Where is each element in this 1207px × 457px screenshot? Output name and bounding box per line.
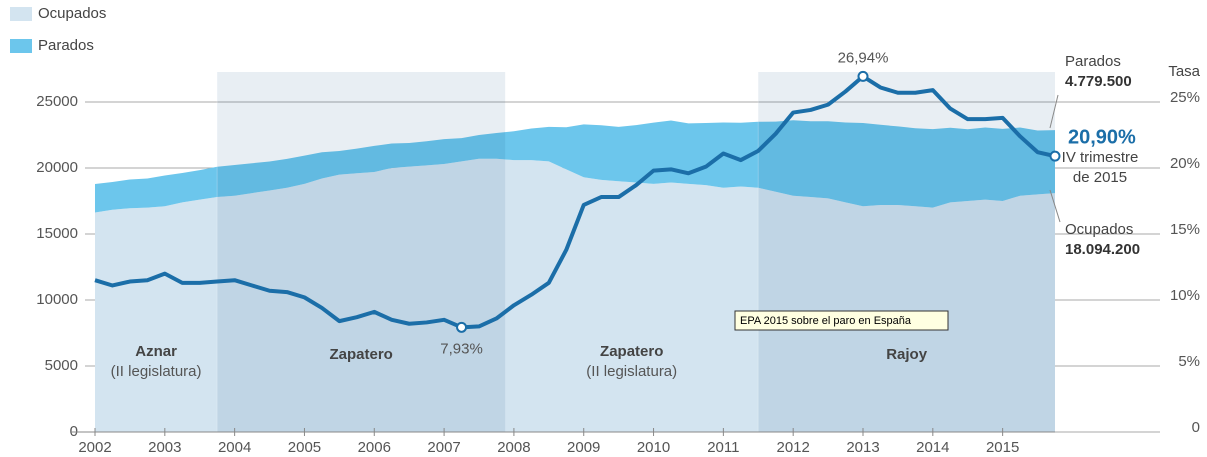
x-tick-label: 2010 (637, 439, 670, 456)
period-name: Rajoy (886, 346, 928, 363)
x-tick-label: 2012 (776, 439, 809, 456)
connector (1049, 189, 1061, 223)
y-tick-label: 5000 (45, 357, 78, 374)
value-label: 7,93% (440, 340, 483, 357)
value-label: 26,94% (838, 49, 889, 66)
series-end-name: Parados (1065, 53, 1121, 70)
y-tick-label: 10000 (36, 291, 78, 308)
x-tick-label: 2003 (148, 439, 181, 456)
series-end-value: 18.094.200 (1065, 241, 1140, 258)
period-band (217, 72, 506, 432)
x-tick-label: 2008 (497, 439, 530, 456)
tooltip-box (734, 310, 949, 331)
period-subtitle: (II legislatura) (586, 363, 677, 380)
period-band (758, 72, 1055, 432)
series-end-value: 4.779.500 (1065, 73, 1132, 90)
x-tick-label: 2004 (218, 439, 251, 456)
y-tick-label: 15000 (36, 225, 78, 242)
y2-tick-label: 10% (1170, 287, 1200, 304)
y-tick-label: 20000 (36, 159, 78, 176)
x-tick-label: 2005 (288, 439, 321, 456)
area (95, 120, 1055, 213)
area (95, 158, 1055, 432)
point-marker (456, 321, 468, 333)
y-tick-label: 25000 (36, 93, 78, 110)
legend-label: Ocupados (38, 5, 106, 22)
x-tick-label: 2006 (358, 439, 391, 456)
period-name: Zapatero (330, 346, 393, 363)
x-tick-label: 2011 (707, 439, 739, 456)
x-tick-label: 2009 (567, 439, 600, 456)
legend-swatch (10, 39, 32, 53)
connector (1049, 94, 1059, 129)
line (94, 74, 1056, 330)
series-end-name: Ocupados (1065, 221, 1133, 238)
x-tick-label: 2007 (427, 439, 460, 456)
value-label: 20,90% (1068, 126, 1136, 148)
y-tick-label: 0 (70, 423, 78, 440)
point-marker (857, 70, 869, 82)
x-tick-label: 2013 (846, 439, 879, 456)
period-name: Zapatero (600, 343, 663, 360)
period-subtitle: (II legislatura) (111, 363, 202, 380)
y2-tick-label: 5% (1178, 353, 1200, 370)
y2-axis-title: Tasa (1168, 63, 1200, 80)
y2-tick-label: 25% (1170, 89, 1200, 106)
y2-tick-label: 0 (1192, 419, 1200, 436)
annotation: IV trimestre (1062, 149, 1139, 166)
x-tick-label: 2015 (986, 439, 1019, 456)
y2-tick-label: 20% (1170, 155, 1200, 172)
legend-label: Parados (38, 37, 94, 54)
tooltip: EPA 2015 sobre el paro en España (740, 315, 912, 327)
x-tick-label: 2002 (78, 439, 111, 456)
point-marker (1049, 150, 1061, 162)
period-name: Aznar (135, 343, 177, 360)
x-tick-label: 2014 (916, 439, 949, 456)
annotation: de 2015 (1073, 169, 1127, 186)
legend-swatch (10, 7, 32, 21)
y2-tick-label: 15% (1170, 221, 1200, 238)
